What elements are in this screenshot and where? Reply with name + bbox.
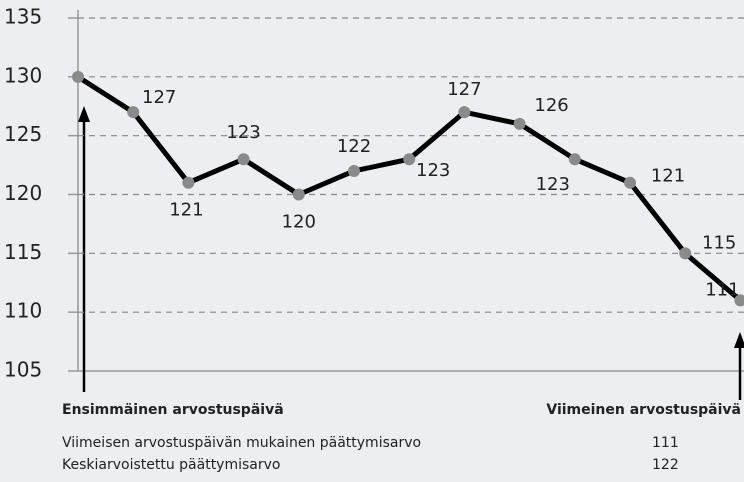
- marker: [292, 188, 305, 201]
- marker: [513, 117, 526, 130]
- end-arrowhead: [734, 332, 744, 348]
- marker: [72, 70, 84, 83]
- y-tick-label: 125: [4, 122, 42, 146]
- data-label: 111: [705, 279, 739, 300]
- y-tick-label: 135: [4, 5, 42, 29]
- marker: [679, 247, 692, 260]
- end-annotation: Viimeinen arvostuspäivä: [546, 402, 741, 418]
- marker: [182, 176, 195, 189]
- data-label: 121: [169, 200, 203, 221]
- data-label: 127: [447, 79, 481, 100]
- summary-label: Keskiarvoistettu päättymisarvo: [62, 457, 280, 473]
- data-label: 123: [536, 174, 570, 195]
- data-label: 121: [651, 166, 685, 187]
- data-label: 123: [226, 122, 260, 143]
- y-tick-label: 105: [4, 358, 42, 382]
- marker: [237, 153, 250, 166]
- marker: [403, 153, 416, 166]
- summary-value: 122: [652, 457, 679, 473]
- y-tick-label: 130: [4, 63, 42, 87]
- line: [76, 74, 743, 303]
- start-annotation: Ensimmäinen arvostuspäivä: [62, 402, 284, 418]
- data-label: 123: [416, 160, 450, 181]
- marker: [734, 294, 744, 307]
- marker: [568, 153, 581, 166]
- summary-label: Viimeisen arvostuspäivän mukainen päätty…: [62, 435, 421, 451]
- marker: [348, 164, 360, 177]
- start-arrowhead: [78, 106, 90, 122]
- data-label: 115: [702, 232, 736, 253]
- y-tick-label: 120: [4, 181, 42, 205]
- data-label: 127: [142, 87, 176, 108]
- data-label: 120: [282, 212, 316, 233]
- y-tick-label: 110: [4, 299, 42, 323]
- summary-value: 111: [652, 435, 679, 451]
- data-label: 126: [534, 95, 568, 116]
- marker: [624, 176, 636, 189]
- marker: [127, 106, 140, 119]
- marker: [458, 106, 471, 119]
- y-tick-label: 115: [4, 240, 42, 264]
- data-label: 122: [337, 136, 371, 157]
